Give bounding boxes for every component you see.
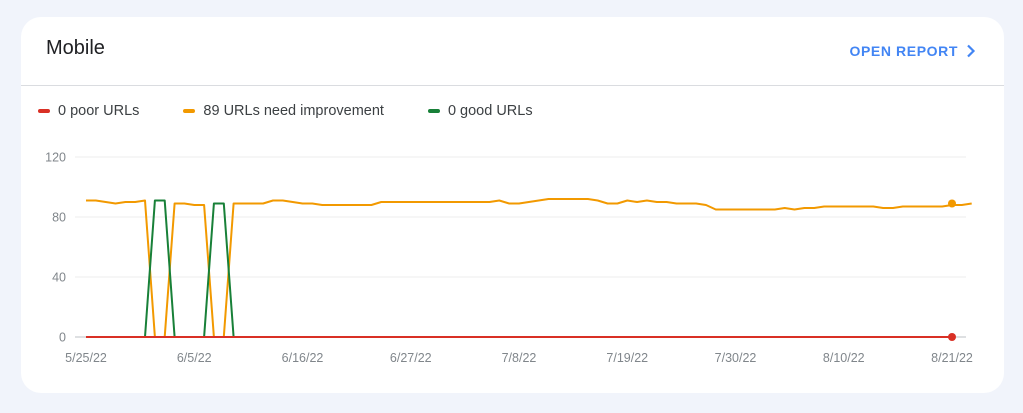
end-point-marker <box>948 333 956 341</box>
poor-swatch-icon <box>38 109 50 113</box>
card-header: Mobile OPEN REPORT <box>21 17 1004 86</box>
x-tick-label: 6/16/22 <box>282 351 324 365</box>
legend-item-poor[interactable]: 0 poor URLs <box>38 103 139 119</box>
legend-item-good[interactable]: 0 good URLs <box>427 103 533 119</box>
y-tick-label: 80 <box>52 211 66 225</box>
legend-item-need-improvement[interactable]: 89 URLs need improvement <box>183 103 384 119</box>
open-report-label: OPEN REPORT <box>849 43 958 59</box>
mobile-card: Mobile OPEN REPORT 0 poor URLs 89 URLs n… <box>21 17 1004 393</box>
good-swatch-icon <box>427 109 440 113</box>
legend-label-poor: 0 poor URLs <box>58 103 140 119</box>
x-tick-label: 8/21/22 <box>931 351 973 365</box>
y-tick-label: 0 <box>59 331 66 345</box>
x-tick-label: 6/27/22 <box>390 351 432 365</box>
x-tick-label: 7/30/22 <box>715 351 757 365</box>
x-tick-label: 7/19/22 <box>606 351 648 365</box>
legend-label-need-improvement: 89 URLs need improvement <box>203 103 384 119</box>
open-report-button[interactable]: OPEN REPORT <box>849 43 976 59</box>
x-tick-label: 5/25/22 <box>65 351 107 365</box>
y-tick-label: 40 <box>52 271 66 285</box>
series-line-need-improvement[interactable] <box>86 198 972 338</box>
legend-label-good: 0 good URLs <box>447 103 533 119</box>
x-tick-label: 8/10/22 <box>823 351 865 365</box>
end-point-marker <box>948 199 956 208</box>
x-tick-label: 7/8/22 <box>502 351 537 365</box>
series-line-good[interactable] <box>86 199 952 338</box>
x-tick-label: 6/5/22 <box>177 351 212 365</box>
need-improvement-swatch-icon <box>183 109 196 113</box>
y-tick-label: 120 <box>45 151 66 165</box>
chart-legend: 0 poor URLs 89 URLs need improvement 0 g… <box>38 103 577 119</box>
card-title: Mobile <box>46 37 105 59</box>
chevron-right-icon <box>967 44 976 58</box>
